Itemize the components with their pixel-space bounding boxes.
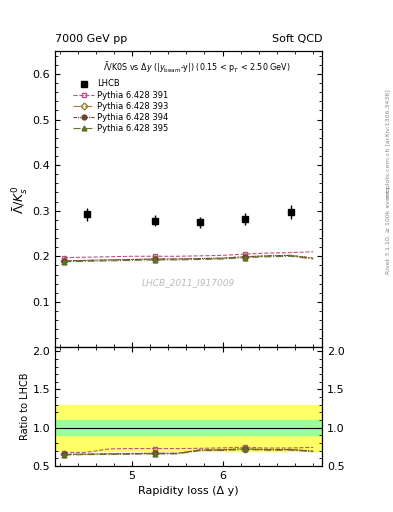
Text: 7000 GeV pp: 7000 GeV pp bbox=[55, 33, 127, 44]
Bar bbox=[55, 420, 322, 435]
Text: Rivet 3.1.10, ≥ 100k events: Rivet 3.1.10, ≥ 100k events bbox=[386, 186, 391, 274]
Y-axis label: Ratio to LHCB: Ratio to LHCB bbox=[20, 373, 29, 440]
X-axis label: Rapidity loss (Δ y): Rapidity loss (Δ y) bbox=[138, 486, 239, 496]
Bar bbox=[55, 405, 322, 451]
Text: $\bar{\Lambda}$/K0S vs $\Delta y$ ($|y_\mathrm{beam}$-y$|$) (0.15 < p$_T$ < 2.50: $\bar{\Lambda}$/K0S vs $\Delta y$ ($|y_\… bbox=[103, 60, 291, 75]
Text: Soft QCD: Soft QCD bbox=[272, 33, 322, 44]
Text: mcplots.cern.ch [arXiv:1306.3436]: mcplots.cern.ch [arXiv:1306.3436] bbox=[386, 89, 391, 198]
Legend: LHCB, Pythia 6.428 391, Pythia 6.428 393, Pythia 6.428 394, Pythia 6.428 395: LHCB, Pythia 6.428 391, Pythia 6.428 393… bbox=[70, 76, 172, 136]
Y-axis label: $\bar{\Lambda}/K^0_s$: $\bar{\Lambda}/K^0_s$ bbox=[10, 185, 29, 214]
Text: LHCB_2011_I917009: LHCB_2011_I917009 bbox=[142, 278, 235, 287]
